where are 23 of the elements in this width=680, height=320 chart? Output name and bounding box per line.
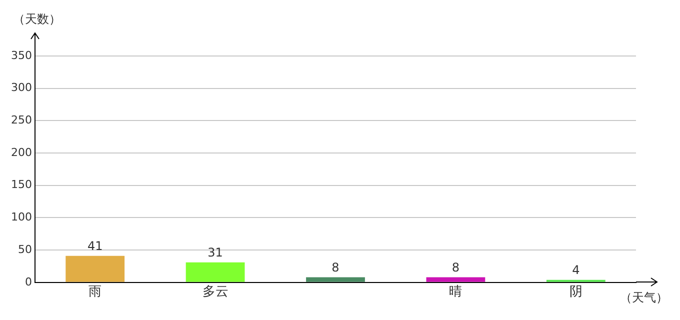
x-tick-label: 雨 (88, 284, 102, 300)
data-label: 41 (87, 239, 103, 254)
data-label: 8 (332, 260, 340, 274)
x-tick-label: 多云 (202, 284, 228, 300)
data-label: 31 (208, 245, 223, 260)
x-tick-label: 阴 (569, 284, 582, 300)
x-axis-title: （天气） (620, 290, 668, 305)
y-tick-label: 200 (10, 146, 32, 159)
bar (426, 277, 486, 282)
y-tick-label: 300 (10, 81, 32, 94)
y-tick-label: 50 (18, 242, 32, 256)
data-label: 8 (452, 260, 460, 274)
bar (306, 277, 365, 282)
y-tick-label: 350 (10, 48, 32, 62)
x-tick-label: 晴 (449, 284, 462, 300)
y-tick-label: 100 (10, 210, 32, 224)
bar (66, 256, 125, 282)
y-tick-label: 150 (10, 178, 32, 192)
y-tick-label: 250 (10, 114, 32, 127)
y-tick-label: 0 (24, 275, 32, 288)
y-axis-title: （天数） (12, 12, 61, 26)
data-label: 4 (572, 262, 580, 277)
bar (186, 262, 245, 282)
